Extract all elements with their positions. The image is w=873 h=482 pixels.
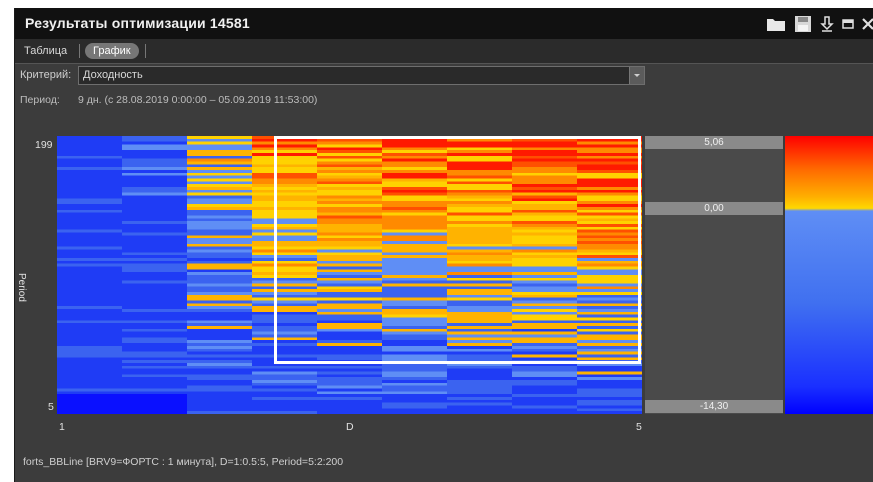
scale-max-label: 5,06 <box>645 136 783 149</box>
download-icon[interactable] <box>820 16 834 32</box>
tab-bar: Таблица График <box>15 39 873 64</box>
y-axis-label: Period <box>16 273 27 302</box>
tab-divider <box>79 44 80 58</box>
criterion-value: Доходность <box>83 69 143 81</box>
period-label: Период: <box>20 94 60 106</box>
minimize-icon[interactable] <box>842 18 854 30</box>
x-tick-last: 5 <box>636 421 642 433</box>
folder-icon[interactable] <box>766 16 786 32</box>
heatmap-column <box>252 136 317 414</box>
scale-min-label: -14,30 <box>645 400 783 413</box>
save-icon[interactable] <box>794 15 812 33</box>
criterion-label: Критерий: <box>20 69 72 81</box>
optimization-results-window: Результаты оптимизации 14581 Таблица Гра… <box>14 8 873 482</box>
heatmap-plot[interactable] <box>57 136 642 414</box>
criterion-select[interactable]: Доходность <box>78 66 645 85</box>
title-bar-icons <box>766 13 873 35</box>
heatmap-column <box>447 136 512 414</box>
color-scale-panel <box>645 136 783 414</box>
window-title: Результаты оптимизации 14581 <box>25 15 250 31</box>
heatmap-column <box>187 136 252 414</box>
tab-divider <box>145 44 146 58</box>
heatmap-column <box>57 136 122 414</box>
heatmap-column <box>317 136 382 414</box>
chevron-down-icon[interactable] <box>629 67 644 84</box>
color-scale-gradient <box>785 136 873 414</box>
heatmap-column <box>122 136 187 414</box>
x-tick-first: 1 <box>59 421 65 433</box>
tab-chart[interactable]: График <box>85 43 139 59</box>
status-bar-text: forts_BBLine [BRV9=ФОРТС : 1 минута], D=… <box>23 456 344 468</box>
selection-rectangle <box>274 136 641 364</box>
scale-mid-label: 0,00 <box>645 202 783 215</box>
heatmap-column <box>577 136 642 414</box>
close-icon[interactable] <box>862 18 873 30</box>
heatmap-column <box>382 136 447 414</box>
y-tick-bottom: 5 <box>48 401 54 413</box>
y-tick-top: 199 <box>35 139 53 151</box>
title-bar: Результаты оптимизации 14581 <box>15 8 873 39</box>
tab-table[interactable]: Таблица <box>24 45 68 57</box>
x-axis-label: D <box>346 421 354 433</box>
period-value: 9 дн. (с 28.08.2019 0:00:00 – 05.09.2019… <box>78 94 318 106</box>
heatmap-column <box>512 136 577 414</box>
